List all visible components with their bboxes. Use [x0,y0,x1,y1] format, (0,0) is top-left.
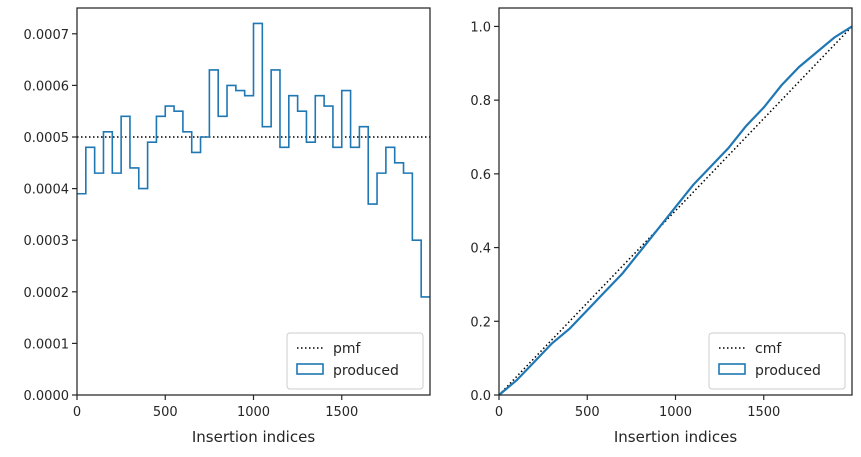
x-axis-label: Insertion indices [614,428,737,446]
legend-label-produced: produced [755,363,821,379]
series-produced-line [77,22,430,298]
x-tick-label: 1000 [237,405,270,420]
legend-label-produced: produced [333,363,399,379]
y-tick-label: 0.0 [470,389,491,404]
y-tick-label: 0.8 [470,94,491,109]
x-tick-label: 0 [495,405,503,420]
x-axis-label: Insertion indices [192,428,315,446]
y-tick-label: 0.0007 [24,28,70,43]
legend-label-pmf: pmf [333,341,362,357]
y-tick-label: 1.0 [470,20,491,35]
x-tick-label: 1500 [325,405,358,420]
y-tick-label: 0.0006 [24,79,70,94]
x-tick-label: 1000 [659,405,692,420]
legend-swatch-produced [296,363,324,375]
legend-label-cmf: cmf [755,341,782,357]
legend-box [708,332,846,390]
x-tick-label: 1500 [747,405,780,420]
y-tick-label: 0.0000 [24,389,70,404]
series-produced-line [498,25,853,396]
legend-box [286,332,424,390]
y-tick-label: 0.0005 [24,131,70,146]
y-tick-label: 0.0002 [24,286,70,301]
legend-swatch-produced [718,363,746,375]
y-tick-label: 0.2 [470,315,491,330]
x-tick-label: 500 [153,405,178,420]
series-cmf-line [498,25,853,396]
y-tick-label: 0.0003 [24,234,70,249]
x-tick-label: 500 [575,405,600,420]
x-tick-label: 0 [73,405,81,420]
y-tick-label: 0.0004 [24,183,70,198]
y-tick-label: 0.0001 [24,337,70,352]
y-tick-label: 0.4 [470,242,491,257]
y-tick-label: 0.6 [470,168,491,183]
panel-2 [494,7,853,400]
panel-1 [72,7,431,400]
